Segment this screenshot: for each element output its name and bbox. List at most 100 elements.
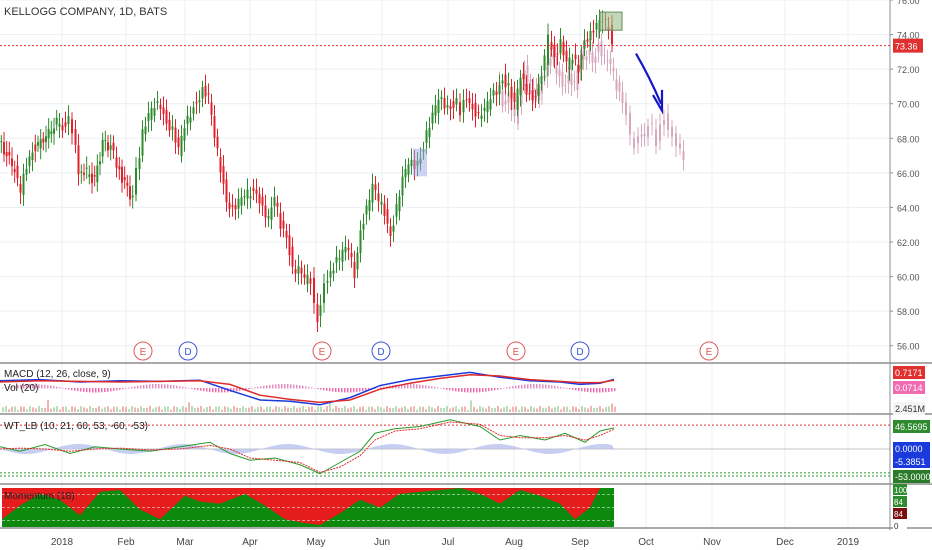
macd-histogram-bar: [47, 385, 49, 389]
volume-bar: [527, 409, 529, 412]
candle-body: [159, 104, 162, 109]
event-letter: D: [184, 347, 191, 358]
candle-body: [437, 99, 440, 113]
macd-histogram-bar: [188, 387, 190, 389]
candle-body: [112, 142, 115, 151]
macd-histogram-bar: [122, 388, 124, 390]
volume-bar: [134, 407, 136, 412]
volume-bar: [119, 409, 121, 412]
volume-bar: [476, 409, 478, 412]
candle-body: [291, 246, 294, 267]
candle-body: [404, 168, 407, 178]
candle-body: [8, 151, 11, 156]
event-letter: E: [513, 347, 520, 358]
volume-bar: [59, 409, 61, 412]
volume-bar: [539, 406, 541, 412]
candle-body: [589, 30, 592, 41]
candle-body: [99, 161, 101, 165]
macd-histogram-bar: [296, 384, 298, 389]
ghost-body: [588, 49, 591, 56]
dividend-marker: [371, 341, 391, 361]
macd-line: [0, 371, 615, 406]
volume-bar: [251, 406, 253, 412]
macd-histogram-bar: [245, 388, 247, 390]
candle-body: [465, 99, 468, 101]
volume-bar: [362, 406, 364, 412]
volume-bar: [41, 407, 43, 412]
candle-body: [501, 80, 504, 84]
macd-histogram-bar: [5, 387, 7, 389]
macd-histogram-bar: [209, 388, 211, 392]
macd-histogram-bar: [341, 388, 343, 393]
candle-body: [471, 103, 474, 110]
macd-histogram-bar: [140, 385, 142, 389]
candle-body: [586, 39, 589, 42]
candle-body: [323, 283, 325, 303]
volume-bar: [125, 406, 127, 412]
candle-body: [350, 253, 353, 258]
volume-bar: [494, 407, 496, 412]
price-tick-label: 64.00: [897, 203, 920, 213]
event-letter: E: [319, 347, 326, 358]
macd-histogram-bar: [488, 388, 490, 392]
volume-bar: [551, 408, 553, 412]
highlight-box: [599, 11, 623, 31]
macd-histogram-bar: [587, 388, 589, 393]
volume-bar: [311, 406, 313, 412]
macd-histogram-bar: [542, 384, 544, 389]
macd-value-badge: [893, 366, 925, 379]
candle-body: [294, 269, 297, 274]
volume-bar: [263, 409, 265, 412]
macd-histogram-bar: [479, 388, 481, 393]
volume-bar: [197, 407, 199, 412]
volume-bar: [314, 409, 316, 412]
candle-body: [186, 115, 189, 125]
volume-bar: [422, 406, 424, 412]
macd-histogram-bar: [350, 388, 352, 393]
volume-label: Vol (20): [4, 383, 39, 394]
volume-bar: [110, 409, 112, 412]
macd-histogram-bar: [344, 388, 346, 393]
time-tick-label: 2019: [837, 537, 860, 548]
macd-histogram-bar: [359, 388, 361, 392]
macd-histogram-bar: [191, 388, 193, 389]
volume-bar: [233, 406, 235, 412]
candle-body: [165, 109, 168, 124]
candle-body: [195, 102, 198, 104]
candle-body: [319, 305, 322, 316]
candle-body: [537, 83, 540, 96]
volume-bar: [602, 408, 604, 412]
macd-histogram-bar: [503, 387, 505, 389]
candle-body: [477, 111, 480, 113]
candle-body: [276, 202, 279, 207]
volume-bar: [218, 406, 220, 412]
volume-bar: [47, 400, 49, 412]
volume-bar: [353, 406, 355, 412]
macd-histogram-bar: [530, 384, 532, 389]
volume-bar: [446, 406, 448, 412]
ghost-body: [552, 55, 555, 60]
candle-body: [556, 53, 559, 55]
time-tick-label: Dec: [776, 537, 794, 548]
wt-value-badge: [893, 455, 930, 468]
macd-histogram-bar: [272, 384, 274, 389]
wt-value-label: -5.3851: [895, 457, 926, 467]
macd-histogram-bar: [35, 384, 37, 389]
macd-histogram-bar: [458, 388, 460, 392]
macd-histogram-bar: [599, 388, 601, 393]
candle-body: [365, 205, 368, 215]
volume-bar: [524, 406, 526, 412]
volume-bar: [257, 407, 259, 412]
macd-histogram-bar: [398, 384, 400, 389]
candle-body: [531, 90, 534, 101]
candle-body: [507, 83, 510, 86]
candle-body: [171, 126, 174, 130]
volume-bar: [437, 406, 439, 412]
candle-body: [22, 174, 25, 195]
macd-histogram-bar: [101, 388, 103, 393]
wt-value-badge: [893, 470, 930, 483]
time-tick-label: Aug: [505, 537, 523, 548]
volume-bar: [323, 409, 325, 412]
volume-bar: [599, 406, 601, 412]
volume-bar: [521, 406, 523, 412]
